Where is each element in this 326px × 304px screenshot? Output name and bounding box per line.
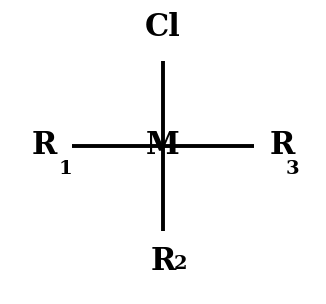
Text: 1: 1	[58, 160, 72, 178]
Text: R: R	[269, 130, 295, 161]
Text: R: R	[31, 130, 57, 161]
Text: 2: 2	[174, 255, 187, 273]
Text: 3: 3	[286, 160, 300, 178]
Text: Cl: Cl	[145, 12, 181, 43]
Text: M: M	[146, 130, 180, 161]
Text: R: R	[150, 246, 176, 277]
